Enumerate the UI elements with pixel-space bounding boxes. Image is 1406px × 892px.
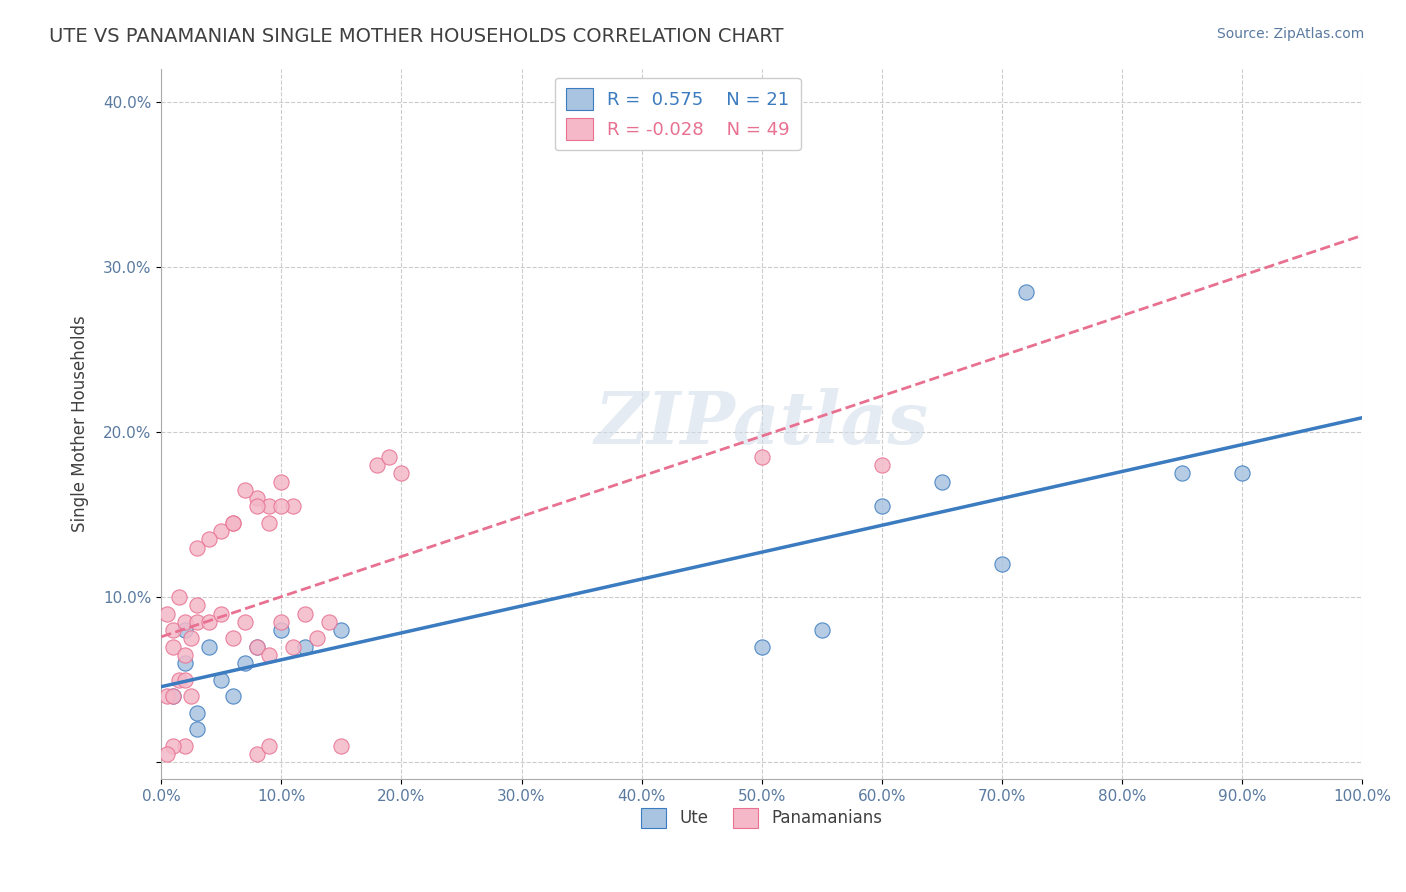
Point (283, 640, 305, 654)
Point (162, 640, 184, 654)
Point (307, 632, 329, 646)
Point (235, 657, 257, 671)
Point (198, 533, 221, 547)
Point (870, 500, 893, 514)
Point (259, 516, 281, 530)
Text: Source: ZipAtlas.com: Source: ZipAtlas.com (1216, 27, 1364, 41)
Point (259, 648, 281, 662)
Point (391, 467, 413, 481)
Point (186, 723, 208, 737)
Point (810, 624, 832, 638)
Point (330, 739, 353, 753)
Point (270, 615, 292, 629)
Point (246, 747, 269, 761)
Point (270, 500, 292, 514)
Point (283, 500, 305, 514)
Point (235, 615, 257, 629)
Point (1171, 467, 1194, 481)
Point (209, 607, 232, 621)
Point (246, 640, 269, 654)
Point (209, 673, 232, 687)
Point (222, 632, 245, 646)
Point (162, 624, 184, 638)
Point (174, 657, 197, 671)
Point (751, 640, 773, 654)
Point (222, 690, 245, 704)
Point (870, 458, 893, 472)
Point (169, 590, 191, 604)
Point (931, 475, 953, 489)
Point (186, 706, 208, 720)
Point (198, 640, 221, 654)
Point (259, 500, 281, 514)
Text: ZIPatlas: ZIPatlas (595, 388, 929, 459)
Point (270, 624, 292, 638)
Point (246, 491, 269, 505)
Point (174, 615, 197, 629)
Point (180, 690, 202, 704)
Point (174, 739, 197, 753)
Point (186, 599, 208, 613)
Point (169, 673, 191, 687)
Point (209, 524, 232, 538)
Point (162, 739, 184, 753)
Point (162, 690, 184, 704)
Point (180, 632, 202, 646)
Point (378, 450, 401, 464)
Point (991, 557, 1014, 571)
Legend: Ute, Panamanians: Ute, Panamanians (634, 801, 889, 835)
Point (198, 615, 221, 629)
Point (156, 747, 179, 761)
Point (156, 690, 179, 704)
Point (294, 640, 316, 654)
Point (186, 615, 208, 629)
Point (246, 640, 269, 654)
Point (162, 690, 184, 704)
Y-axis label: Single Mother Households: Single Mother Households (72, 316, 89, 533)
Point (186, 541, 208, 555)
Point (235, 483, 257, 497)
Point (318, 615, 340, 629)
Point (1230, 467, 1253, 481)
Point (294, 607, 316, 621)
Text: UTE VS PANAMANIAN SINGLE MOTHER HOUSEHOLDS CORRELATION CHART: UTE VS PANAMANIAN SINGLE MOTHER HOUSEHOL… (49, 27, 783, 45)
Point (259, 739, 281, 753)
Point (1015, 285, 1038, 299)
Point (366, 458, 388, 472)
Point (174, 673, 197, 687)
Point (174, 624, 197, 638)
Point (246, 500, 269, 514)
Point (751, 450, 773, 464)
Point (174, 648, 197, 662)
Point (270, 475, 292, 489)
Point (156, 607, 179, 621)
Point (222, 516, 245, 530)
Point (222, 516, 245, 530)
Point (330, 624, 353, 638)
